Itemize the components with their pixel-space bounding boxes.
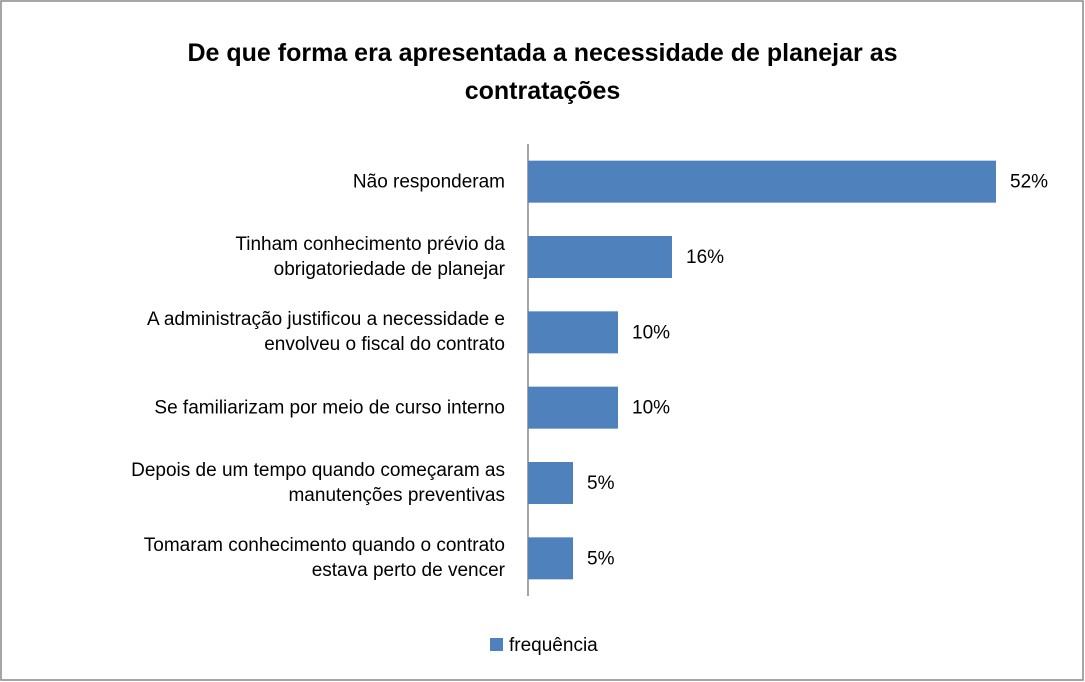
y-tick-label: Tinham conhecimento prévio da obrigatori…: [235, 234, 505, 280]
value-label: 10%: [632, 398, 670, 419]
bar: [528, 537, 573, 580]
y-tick-label: Não responderam: [352, 171, 505, 193]
y-tick-label: Se familiarizam por meio de curso intern…: [154, 397, 505, 419]
bar: [528, 236, 672, 278]
value-label: 52%: [1010, 172, 1048, 193]
legend-label: frequência: [509, 635, 598, 656]
bar: [528, 160, 996, 203]
value-label: 5%: [587, 548, 615, 569]
value-label: 10%: [632, 322, 670, 343]
y-tick-label: A administração justificou a necessidade…: [146, 309, 505, 356]
bar: [528, 311, 618, 354]
y-tick-label: Tomaram conhecimento quando o contrato e…: [143, 535, 505, 582]
y-tick-label: Depois de um tempo quando começaram as m…: [131, 460, 505, 506]
value-label: 16%: [686, 247, 724, 268]
value-label: 5%: [587, 473, 615, 494]
chart-title: De que forma era apresentada a necessida…: [187, 39, 898, 105]
bar: [528, 462, 573, 504]
legend-swatch: [490, 638, 503, 651]
bar: [528, 386, 618, 429]
